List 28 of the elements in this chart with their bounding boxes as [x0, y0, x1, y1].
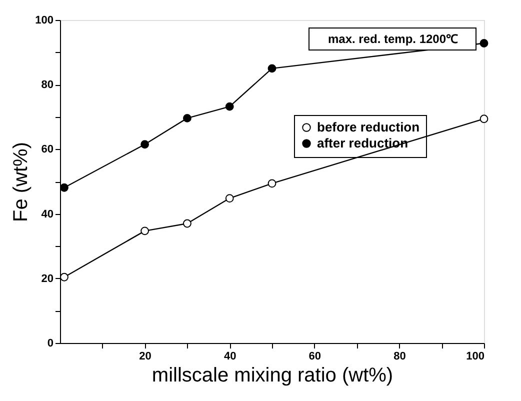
x-tick-label: 20 [139, 350, 152, 362]
point [140, 140, 150, 149]
point [60, 183, 68, 192]
legend-label: before reduction [317, 120, 420, 134]
point [225, 194, 234, 202]
y-tick-label: 40 [41, 208, 54, 220]
y-tick-label: 60 [41, 144, 54, 156]
y-axis-title: Fe (wt%) [10, 142, 32, 222]
point [60, 272, 68, 282]
y-tick-label: 80 [41, 79, 54, 92]
y-tick-label: 0 [47, 338, 54, 350]
point [182, 219, 192, 228]
point [268, 179, 276, 188]
annotation: max. red. temp. 1200℃ [328, 32, 458, 46]
point [182, 114, 192, 122]
point [225, 102, 234, 111]
y-tick-label: 100 [35, 14, 54, 26]
x-tick-label: 40 [224, 350, 236, 362]
x-tick-label: 60 [308, 350, 322, 362]
point [140, 226, 150, 236]
y-tick-label: 20 [41, 272, 54, 285]
x-tick-label: 80 [394, 350, 406, 362]
point [268, 64, 276, 73]
x-tick-label: 100 [466, 350, 484, 362]
point [480, 39, 488, 48]
point [480, 114, 488, 124]
legend-label: after reduction [317, 136, 408, 150]
x-axis-title: millscale mixing ratio (wt%) [152, 364, 394, 386]
